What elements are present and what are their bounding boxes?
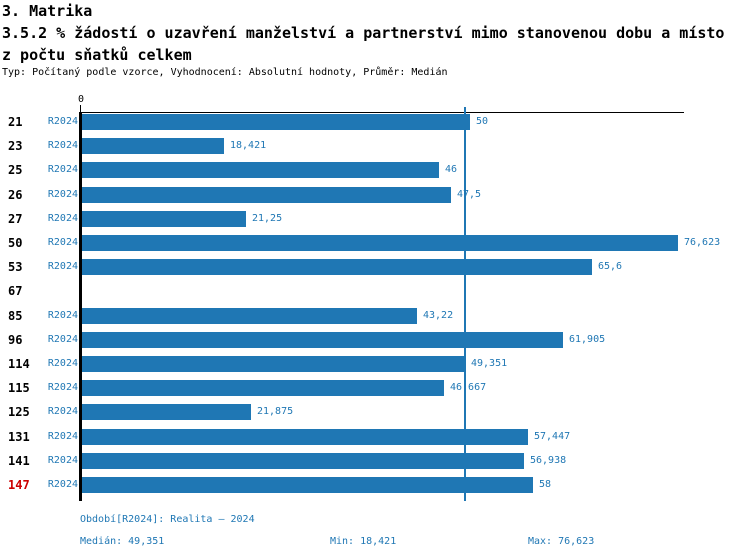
row-category-label: 26 xyxy=(8,188,23,202)
x-axis-zero-tick xyxy=(80,105,81,113)
bar xyxy=(82,162,439,178)
bar-value-label: 76,623 xyxy=(684,237,721,248)
bar xyxy=(82,308,417,324)
y-axis-line xyxy=(79,112,82,501)
row-category-label: 21 xyxy=(8,115,23,129)
row-category-label: 125 xyxy=(8,405,30,419)
footer-min: Min: 18,421 xyxy=(330,536,397,547)
row-category-label: 96 xyxy=(8,333,23,347)
row-series-label: R2024 xyxy=(47,382,78,393)
row-category-label: 53 xyxy=(8,260,23,274)
row-series-label: R2024 xyxy=(47,455,78,466)
bar xyxy=(82,356,465,372)
row-series-label: R2024 xyxy=(47,116,78,127)
bar xyxy=(82,235,678,251)
bar-value-label: 46 xyxy=(445,164,458,175)
row-series-label: R2024 xyxy=(47,334,78,345)
row-category-label: 25 xyxy=(8,163,23,177)
row-category-label: 50 xyxy=(8,236,23,250)
row-series-label: R2024 xyxy=(47,237,78,248)
row-category-label: 85 xyxy=(8,309,23,323)
x-axis-line xyxy=(79,112,684,113)
bar xyxy=(82,211,246,227)
bar xyxy=(82,429,528,445)
row-series-label: R2024 xyxy=(47,213,78,224)
bar xyxy=(82,453,524,469)
bar xyxy=(82,380,444,396)
footer-period: Období[R2024]: Realita – 2024 xyxy=(80,514,255,525)
footer-median: Medián: 49,351 xyxy=(80,536,165,547)
bar-value-label: 58 xyxy=(539,479,552,490)
bar-value-label: 61,905 xyxy=(569,334,606,345)
bar-value-label: 18,421 xyxy=(230,140,267,151)
row-category-label: 131 xyxy=(8,430,30,444)
bar xyxy=(82,259,592,275)
row-category-label: 147 xyxy=(8,478,30,492)
bar-value-label: 65,6 xyxy=(598,261,623,272)
bar xyxy=(82,477,533,493)
row-category-label: 23 xyxy=(8,139,23,153)
row-series-label: R2024 xyxy=(47,431,78,442)
bar-value-label: 43,22 xyxy=(423,310,454,321)
bar-value-label: 50 xyxy=(476,116,489,127)
bar-value-label: 47,5 xyxy=(457,189,482,200)
row-series-label: R2024 xyxy=(47,479,78,490)
bar-value-label: 46,667 xyxy=(450,382,487,393)
row-series-label: R2024 xyxy=(47,140,78,151)
row-category-label: 141 xyxy=(8,454,30,468)
bar-value-label: 21,875 xyxy=(257,406,294,417)
indicator-title-line-2: z počtu sňatků celkem xyxy=(2,46,192,64)
bar xyxy=(82,332,563,348)
row-series-label: R2024 xyxy=(47,189,78,200)
row-series-label: R2024 xyxy=(47,261,78,272)
row-series-label: R2024 xyxy=(47,358,78,369)
footer-max: Max: 76,623 xyxy=(528,536,595,547)
bar xyxy=(82,138,224,154)
bar-value-label: 56,938 xyxy=(530,455,567,466)
row-series-label: R2024 xyxy=(47,406,78,417)
bar-value-label: 21,25 xyxy=(252,213,283,224)
bar-value-label: 57,447 xyxy=(534,431,571,442)
row-category-label: 114 xyxy=(8,357,30,371)
report-section-title: 3. Matrika xyxy=(2,2,93,20)
bar xyxy=(82,114,470,130)
row-series-label: R2024 xyxy=(47,310,78,321)
x-axis-zero-tick-label: 0 xyxy=(77,94,85,105)
row-category-label: 67 xyxy=(8,284,23,298)
bar-value-label: 49,351 xyxy=(471,358,508,369)
row-category-label: 115 xyxy=(8,381,30,395)
row-category-label: 27 xyxy=(8,212,23,226)
bar xyxy=(82,187,451,203)
median-line xyxy=(464,107,466,501)
row-series-label: R2024 xyxy=(47,164,78,175)
indicator-title-line-1: 3.5.2 % žádostí o uzavření manželství a … xyxy=(2,24,725,42)
bar xyxy=(82,404,251,420)
indicator-meta: Typ: Počítaný podle vzorce, Vyhodnocení:… xyxy=(2,67,448,78)
